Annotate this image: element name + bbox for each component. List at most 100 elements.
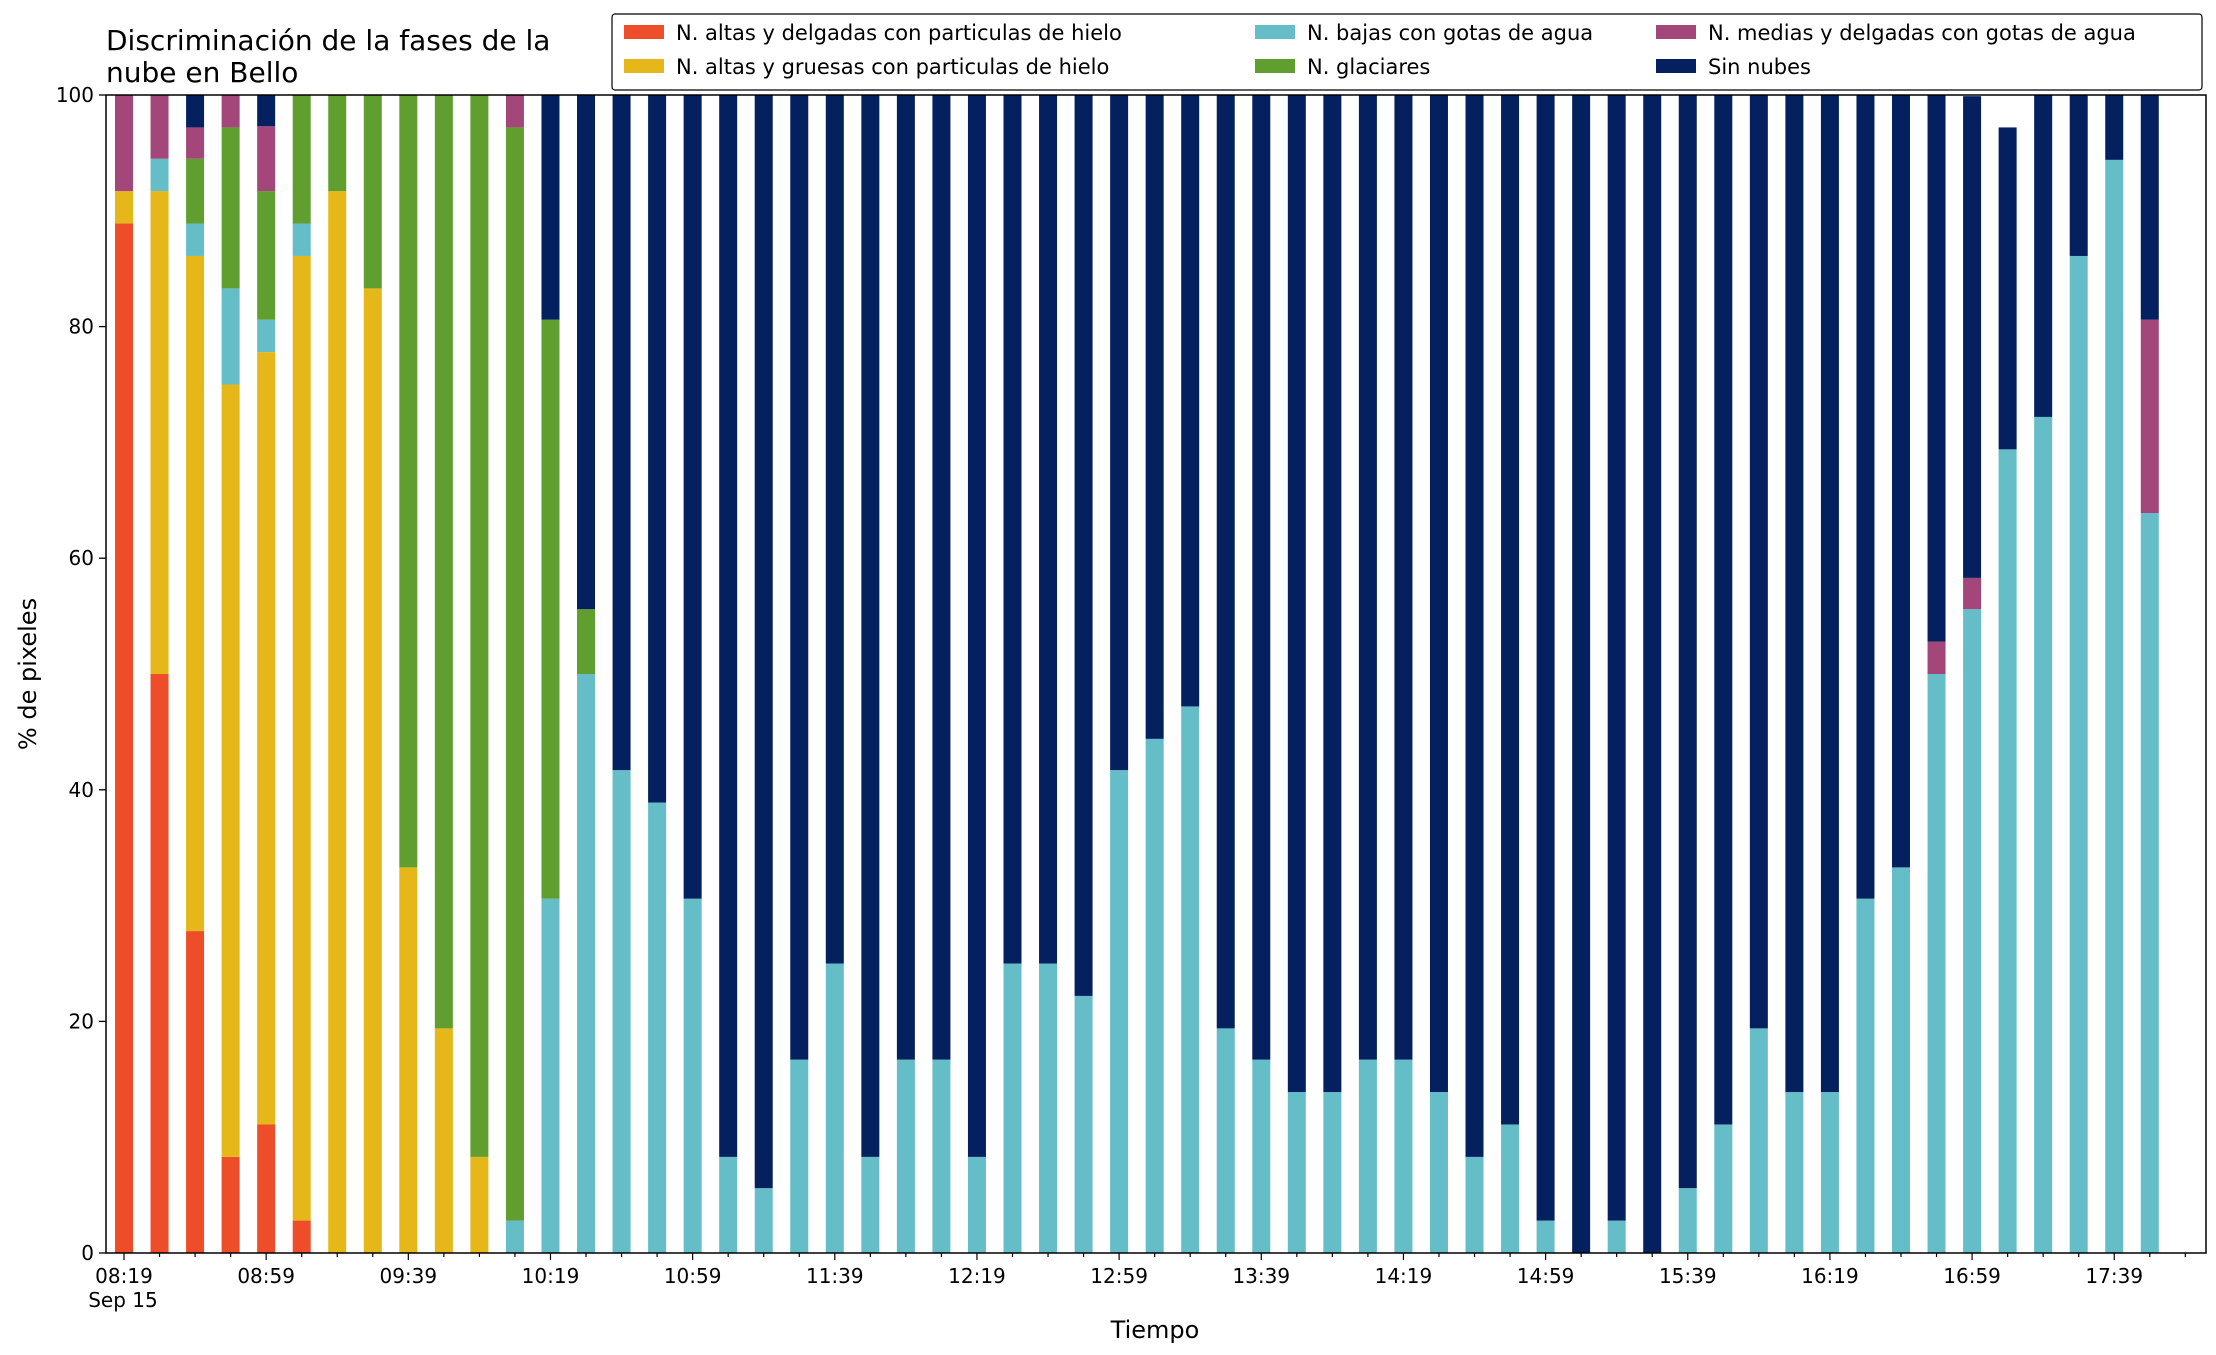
legend: N. altas y delgadas con particulas de hi… bbox=[611, 13, 2203, 91]
bar-segment-0859-series-3 bbox=[257, 191, 276, 320]
bar-segment-1409-series-5 bbox=[1358, 95, 1377, 1060]
chart-title-line-1: Discriminación de la fases de la bbox=[106, 24, 550, 57]
bar-segment-1229-series-5 bbox=[1003, 95, 1022, 964]
bar-segment-1149-series-2 bbox=[861, 1156, 880, 1253]
bar-segment-0849-series-4 bbox=[221, 95, 240, 128]
bar-segment-1249-series-2 bbox=[1074, 995, 1093, 1253]
bar-segment-1029-series-2 bbox=[577, 674, 596, 1253]
bar-segment-1009-series-3 bbox=[505, 127, 524, 1221]
bar-segment-0959-series-3 bbox=[470, 95, 489, 1157]
bar-segment-1649-series-4 bbox=[1927, 641, 1946, 674]
x-tick-label: 15:39 bbox=[1659, 1264, 1717, 1288]
bar-segment-1329-series-5 bbox=[1216, 95, 1235, 1029]
bar-segment-0959-series-1 bbox=[470, 1156, 489, 1253]
bar-segment-1709-series-5 bbox=[1998, 127, 2017, 450]
bar-segment-1109-series-5 bbox=[719, 95, 738, 1157]
bar-segment-1749-series-5 bbox=[2140, 95, 2159, 320]
bar-segment-1209-series-2 bbox=[932, 1059, 951, 1253]
bar-segment-0859-series-4 bbox=[257, 126, 276, 192]
bar-segment-1629-series-5 bbox=[1856, 95, 1875, 899]
legend-label: N. altas y delgadas con particulas de hi… bbox=[676, 21, 1122, 45]
bar-segment-0839-series-4 bbox=[186, 127, 205, 159]
x-tick-label: 16:19 bbox=[1801, 1264, 1859, 1288]
bar-segment-0909-series-0 bbox=[292, 1220, 311, 1253]
y-axis-title: % de pixeles bbox=[14, 598, 42, 750]
bar-segment-1639-series-5 bbox=[1892, 95, 1910, 868]
bar-segment-1529-series-5 bbox=[1643, 95, 1662, 1253]
bar-segment-1349-series-5 bbox=[1287, 95, 1306, 1093]
bar-segment-0909-series-1 bbox=[292, 255, 311, 1221]
y-tick-label: 40 bbox=[69, 778, 94, 802]
bar-segment-0849-series-3 bbox=[221, 127, 240, 289]
bar-segment-1319-series-5 bbox=[1181, 95, 1200, 707]
bar-segment-0819-series-0 bbox=[115, 223, 133, 1253]
y-tick-label: 20 bbox=[69, 1009, 94, 1033]
bar-segment-0909-series-2 bbox=[292, 223, 311, 256]
x-tick-label: 13:39 bbox=[1232, 1264, 1290, 1288]
bar-segment-0829-series-0 bbox=[150, 674, 169, 1253]
bar-segment-0859-series-5 bbox=[257, 95, 276, 127]
y-tick-label: 80 bbox=[69, 315, 94, 339]
bar-segment-1639-series-2 bbox=[1892, 867, 1910, 1253]
bar-segment-0919-series-3 bbox=[328, 95, 347, 192]
bar-segment-1629-series-2 bbox=[1856, 898, 1875, 1253]
legend-frame bbox=[611, 13, 2203, 91]
plot-area-frame bbox=[105, 94, 2207, 1254]
bar-segment-1029-series-5 bbox=[577, 95, 596, 610]
bar-segment-1559-series-5 bbox=[1749, 95, 1768, 1029]
y-axis: 0 20 40 60 80 100 bbox=[56, 83, 106, 1265]
bar-segment-0939-series-1 bbox=[399, 867, 418, 1253]
legend-item: N. medias y delgadas con gotas de agua bbox=[1656, 21, 2136, 45]
legend-swatch bbox=[1656, 59, 1696, 73]
bar-segment-1439-series-2 bbox=[1465, 1156, 1484, 1253]
legend-swatch bbox=[1255, 59, 1295, 73]
bar-segment-1329-series-2 bbox=[1216, 1028, 1235, 1253]
bar-segment-1119-series-2 bbox=[754, 1188, 773, 1253]
legend-label: N. medias y delgadas con gotas de agua bbox=[1708, 21, 2136, 45]
bar-segment-1259-series-5 bbox=[1110, 95, 1129, 771]
bar-segment-0839-series-3 bbox=[186, 158, 205, 224]
legend-swatch bbox=[624, 59, 664, 73]
bar-segment-1319-series-2 bbox=[1181, 706, 1200, 1253]
bar-segment-1739-series-2 bbox=[2105, 159, 2124, 1254]
bar-segment-1619-series-5 bbox=[1820, 95, 1839, 1093]
bar-segment-1219-series-2 bbox=[967, 1156, 986, 1253]
bar-segment-1449-series-2 bbox=[1501, 1124, 1520, 1253]
bar-segment-1339-series-5 bbox=[1252, 95, 1271, 1060]
bar-segment-1429-series-2 bbox=[1429, 1092, 1448, 1253]
chart-title: Discriminación de la fases de la nube en… bbox=[106, 24, 550, 89]
bar-segment-1659-series-2 bbox=[1963, 609, 1982, 1253]
bar-segment-1749-series-4 bbox=[2140, 319, 2159, 514]
bar-segment-1239-series-2 bbox=[1039, 963, 1058, 1253]
bar-segment-1519-series-2 bbox=[1607, 1220, 1626, 1253]
x-tick-label: 10:59 bbox=[664, 1264, 722, 1288]
x-tick-label: 08:59 bbox=[237, 1264, 295, 1288]
bars-layer bbox=[115, 95, 2159, 1254]
bar-segment-1009-series-4 bbox=[505, 95, 524, 128]
bar-segment-1139-series-5 bbox=[825, 95, 844, 964]
bar-segment-0859-series-2 bbox=[257, 319, 276, 353]
bar-segment-0849-series-0 bbox=[221, 1156, 240, 1253]
bar-segment-0839-series-2 bbox=[186, 223, 205, 256]
x-tick-label: 08:19 bbox=[95, 1264, 153, 1288]
bar-segment-1349-series-2 bbox=[1287, 1092, 1306, 1253]
bar-segment-1239-series-5 bbox=[1039, 95, 1058, 964]
bar-segment-1449-series-5 bbox=[1501, 95, 1520, 1125]
x-tick-label: 10:19 bbox=[522, 1264, 580, 1288]
legend-item: N. altas y delgadas con particulas de hi… bbox=[624, 21, 1122, 45]
bar-segment-1659-series-4 bbox=[1963, 577, 1982, 610]
bar-segment-1729-series-5 bbox=[2069, 95, 2088, 256]
bar-segment-1649-series-2 bbox=[1927, 674, 1946, 1253]
bar-segment-0839-series-0 bbox=[186, 931, 205, 1253]
bar-segment-1459-series-5 bbox=[1536, 95, 1555, 1221]
bar-segment-1029-series-3 bbox=[577, 609, 596, 674]
bar-segment-1309-series-5 bbox=[1145, 95, 1164, 739]
bar-segment-1459-series-2 bbox=[1536, 1220, 1555, 1253]
bar-segment-1249-series-5 bbox=[1074, 95, 1093, 996]
bar-segment-1339-series-2 bbox=[1252, 1059, 1271, 1253]
bar-segment-1719-series-5 bbox=[2034, 95, 2053, 417]
bar-segment-1609-series-2 bbox=[1785, 1092, 1804, 1253]
legend-swatch bbox=[624, 25, 664, 39]
legend-item: Sin nubes bbox=[1656, 55, 1811, 79]
legend-item: N. altas y gruesas con particulas de hie… bbox=[624, 55, 1109, 79]
